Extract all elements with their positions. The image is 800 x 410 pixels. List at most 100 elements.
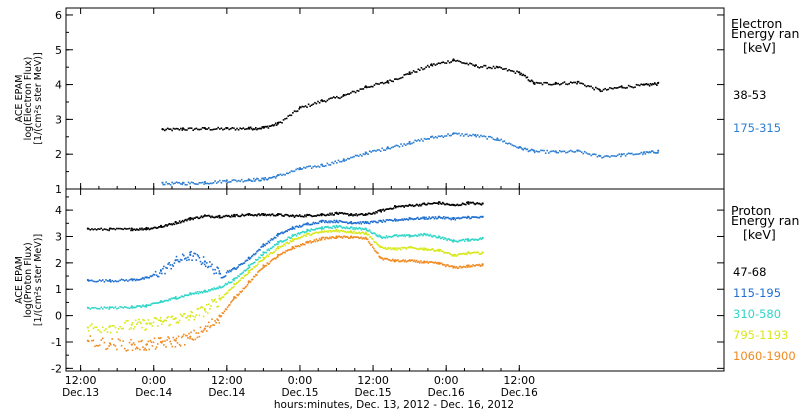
data-point (455, 217, 458, 219)
data-point (198, 291, 201, 293)
data-point (247, 269, 250, 272)
data-point (254, 253, 256, 256)
data-point (427, 234, 429, 236)
data-point (202, 215, 205, 218)
data-point (196, 336, 199, 339)
data-point (372, 150, 374, 152)
data-point (579, 150, 581, 152)
data-point (533, 83, 536, 85)
data-point (292, 112, 294, 114)
data-point (218, 216, 221, 219)
data-point (102, 326, 104, 329)
data-point (289, 228, 292, 230)
data-point (194, 217, 197, 219)
data-point (92, 327, 95, 330)
data-point (496, 137, 499, 140)
data-point (285, 117, 288, 120)
data-point (284, 244, 286, 247)
data-point (316, 214, 319, 216)
data-point (279, 254, 281, 256)
data-point (337, 159, 340, 162)
data-point (623, 153, 625, 155)
data-point (429, 203, 432, 205)
data-point (339, 212, 342, 214)
data-point (247, 213, 250, 216)
data-point (268, 213, 271, 216)
data-point (306, 106, 308, 108)
data-point (186, 259, 188, 262)
data-point (207, 312, 209, 314)
data-point (410, 246, 413, 248)
data-point (201, 216, 204, 219)
data-point (255, 264, 257, 267)
data-point (239, 264, 241, 266)
data-point (296, 238, 299, 240)
data-point (271, 252, 274, 255)
data-point (206, 304, 208, 306)
data-point (231, 179, 234, 182)
data-point (273, 214, 276, 217)
data-point (409, 218, 412, 220)
data-point (435, 262, 438, 265)
data-point (103, 341, 106, 344)
data-point (364, 151, 367, 154)
data-point (214, 320, 216, 322)
data-point (102, 229, 104, 231)
data-point (203, 260, 206, 263)
data-point (245, 274, 248, 276)
data-point (206, 262, 208, 264)
data-point (335, 219, 338, 222)
data-point (138, 340, 140, 343)
data-point (301, 215, 303, 218)
data-point (276, 213, 280, 216)
data-point (265, 126, 268, 128)
data-point (319, 231, 322, 234)
data-point (293, 234, 296, 236)
data-point (419, 247, 421, 250)
data-point (224, 283, 227, 285)
data-point (239, 127, 241, 129)
data-point (465, 238, 467, 240)
data-point (450, 218, 452, 221)
data-point (117, 328, 120, 330)
data-point (249, 214, 252, 216)
data-point (318, 166, 321, 168)
data-point (368, 242, 371, 245)
data-point (226, 270, 229, 272)
data-point (382, 247, 385, 249)
data-point (137, 305, 139, 307)
data-point (455, 60, 457, 62)
data-point (363, 214, 366, 216)
data-point (471, 252, 473, 254)
data-point (165, 224, 167, 226)
data-point (214, 288, 216, 290)
data-point (361, 213, 364, 215)
data-point (411, 142, 413, 145)
data-point (200, 182, 202, 184)
data-point (316, 231, 319, 234)
data-point (406, 246, 409, 249)
data-point (362, 221, 365, 223)
data-point (227, 271, 230, 273)
data-point (437, 263, 440, 265)
data-point (467, 202, 469, 205)
data-point (223, 284, 226, 287)
data-point (231, 214, 233, 217)
data-point (309, 240, 311, 242)
data-point (518, 146, 521, 149)
data-point (286, 214, 288, 216)
data-point (237, 179, 240, 182)
data-point (108, 345, 110, 347)
data-point (266, 213, 269, 216)
data-point (105, 348, 107, 350)
series-795-1193 (86, 228, 484, 334)
data-point (350, 92, 352, 94)
data-point (480, 238, 483, 241)
data-point (260, 213, 262, 216)
data-point (216, 266, 218, 269)
data-point (637, 84, 639, 86)
data-point (352, 237, 354, 239)
data-point (292, 170, 294, 173)
data-point (463, 216, 466, 219)
data-point (358, 237, 360, 240)
